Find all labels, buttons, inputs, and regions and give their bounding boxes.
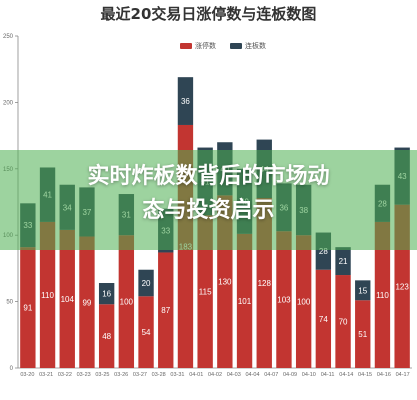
legend-label-limit-up: 涨停数 (195, 42, 216, 50)
x-tick-label: 03-23 (77, 372, 91, 378)
bar-limit-up (158, 252, 174, 368)
x-tick-label: 04-09 (283, 372, 297, 378)
legend-swatch-limit-up (180, 43, 192, 49)
data-label-limit-up: 48 (102, 332, 111, 341)
data-label-limit-up: 51 (358, 330, 367, 339)
bar-limit-up (39, 221, 56, 368)
y-tick-label: 50 (6, 300, 13, 306)
data-label-limit-up: 87 (161, 306, 170, 315)
legend-item-limit-up[interactable]: 涨停数 (180, 41, 216, 51)
bar-limit-up (374, 221, 391, 368)
bar-limit-up (295, 235, 312, 368)
bar-limit-up (197, 215, 213, 368)
x-tick-label: 03-26 (114, 372, 128, 378)
bar-consecutive (177, 77, 194, 125)
chart-legend: 涨停数 连板数 (180, 41, 266, 51)
legend-label-consecutive: 连板数 (245, 42, 266, 50)
data-label-limit-up: 74 (319, 315, 328, 324)
chart-title: 最近20交易日涨停数与连板数图 (100, 5, 317, 23)
bar-limit-up (276, 231, 292, 368)
banner-line-2: 态与投资启示 (142, 198, 275, 223)
bar-limit-up (79, 236, 95, 368)
y-tick-label: 250 (3, 34, 14, 40)
banner-headline: 实时炸板数背后的市场动 态与投资启示 (0, 160, 417, 228)
data-label-limit-up: 100 (120, 298, 134, 307)
data-label-limit-up: 99 (82, 298, 91, 307)
data-label-consecutive: 28 (319, 247, 328, 256)
x-tick-label: 04-10 (302, 372, 316, 378)
x-tick-label: 04-15 (358, 372, 372, 378)
data-label-consecutive: 20 (142, 279, 151, 288)
x-tick-label: 04-04 (245, 372, 259, 378)
x-tick-label: 04-03 (227, 372, 241, 378)
x-tick-label: 04-17 (396, 372, 410, 378)
data-label-consecutive: 15 (358, 286, 367, 295)
title-banner (0, 150, 417, 250)
x-tick-label: 03-31 (170, 372, 184, 378)
x-tick-label: 03-28 (152, 372, 166, 378)
bar-limit-up (118, 235, 135, 368)
x-tick-label: 03-21 (39, 372, 53, 378)
bar-limit-up (138, 296, 154, 368)
x-tick-label: 03-25 (95, 372, 109, 378)
data-label-limit-up: 130 (218, 278, 232, 287)
data-label-limit-up: 103 (277, 296, 291, 305)
data-label-limit-up: 100 (297, 298, 311, 307)
data-label-consecutive: 36 (181, 97, 190, 106)
data-label-limit-up: 110 (41, 291, 54, 300)
x-tick-label: 03-22 (58, 372, 72, 378)
data-label-limit-up: 128 (258, 279, 272, 288)
data-label-limit-up: 110 (376, 291, 389, 300)
bar-limit-up (98, 304, 115, 368)
x-tick-label: 03-20 (20, 372, 34, 378)
bar-limit-up (355, 300, 371, 368)
data-label-limit-up: 91 (23, 304, 32, 313)
data-label-limit-up: 115 (199, 288, 212, 297)
legend-swatch-consecutive (230, 43, 242, 49)
y-tick-label: 0 (10, 366, 14, 372)
bar-limit-up (236, 233, 253, 368)
data-label-limit-up: 101 (238, 297, 252, 306)
data-label-consecutive: 16 (102, 290, 111, 299)
bar-limit-up (20, 247, 36, 368)
bar-consecutive (98, 283, 115, 305)
bar-limit-up (315, 269, 332, 368)
x-tick-label: 04-16 (377, 372, 391, 378)
data-label-consecutive: 21 (339, 257, 348, 266)
x-tick-label: 03-27 (133, 372, 147, 378)
x-tick-label: 04-01 (189, 372, 203, 378)
x-tick-label: 04-14 (339, 372, 353, 378)
bar-consecutive (335, 247, 351, 276)
banner-line-1: 实时炸板数背后的市场动 (87, 164, 330, 189)
x-tick-label: 04-11 (321, 372, 335, 378)
data-label-limit-up: 70 (339, 318, 348, 327)
x-tick-label: 04-07 (264, 372, 278, 378)
bar-limit-up (335, 275, 351, 368)
bar-limit-up (59, 229, 75, 368)
bar-consecutive (138, 269, 154, 297)
data-label-limit-up: 123 (395, 282, 409, 291)
bar-consecutive (355, 280, 371, 301)
data-label-limit-up: 54 (142, 328, 151, 337)
data-label-limit-up: 104 (61, 295, 75, 304)
legend-item-consecutive[interactable]: 连板数 (230, 41, 266, 51)
y-tick-label: 200 (3, 100, 14, 106)
x-tick-label: 04-02 (208, 372, 222, 378)
